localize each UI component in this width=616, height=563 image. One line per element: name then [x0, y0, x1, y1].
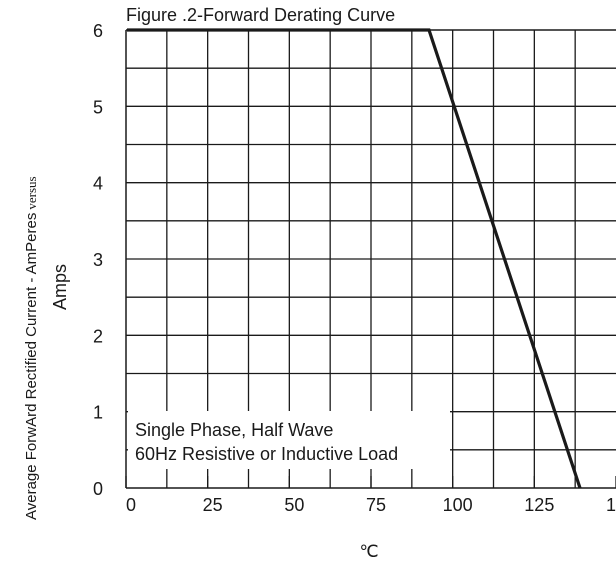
x-tick-label: 125: [524, 495, 554, 515]
y-tick-label: 6: [93, 21, 103, 41]
y-axis-label-main: Average ForwArd Rectified Current - AmPe…: [23, 213, 40, 520]
x-tick-label: 0: [126, 495, 136, 515]
svg-text:Average ForwArd Rectified Curr: Average ForwArd Rectified Current - AmPe…: [23, 176, 40, 520]
y-tick-label: 5: [93, 97, 103, 117]
annotation-line-2: 60Hz Resistive or Inductive Load: [135, 444, 398, 464]
y-axis-label: Average ForwArd Rectified Current - AmPe…: [23, 176, 40, 520]
x-tick-label: 150: [606, 495, 616, 515]
x-tick-label: 100: [443, 495, 473, 515]
x-tick-labels: 0 25 50 75 100 125 150: [126, 495, 616, 515]
y-tick-label: 4: [93, 174, 103, 194]
x-tick-label: 75: [366, 495, 386, 515]
chart-title: Figure .2-Forward Derating Curve: [126, 5, 395, 25]
annotation-line-1: Single Phase, Half Wave: [135, 420, 333, 440]
annotation-box: [128, 411, 450, 469]
x-tick-label: 25: [203, 495, 223, 515]
x-tick-label: 50: [284, 495, 304, 515]
y-tick-labels: 0 1 2 3 4 5 6: [93, 21, 103, 499]
annotation: Single Phase, Half Wave 60Hz Resistive o…: [135, 420, 398, 464]
derating-curve: [126, 28, 582, 489]
y-axis-label-suffix: versus: [24, 176, 39, 209]
y-axis-label-amps: Amps: [50, 264, 70, 310]
y-tick-label: 2: [93, 326, 103, 346]
y-axis-label-line2: Amps: [50, 264, 70, 310]
y-tick-label: 0: [93, 479, 103, 499]
x-axis-label: ℃: [359, 542, 378, 561]
y-tick-label: 3: [93, 250, 103, 270]
y-tick-label: 1: [93, 403, 103, 423]
